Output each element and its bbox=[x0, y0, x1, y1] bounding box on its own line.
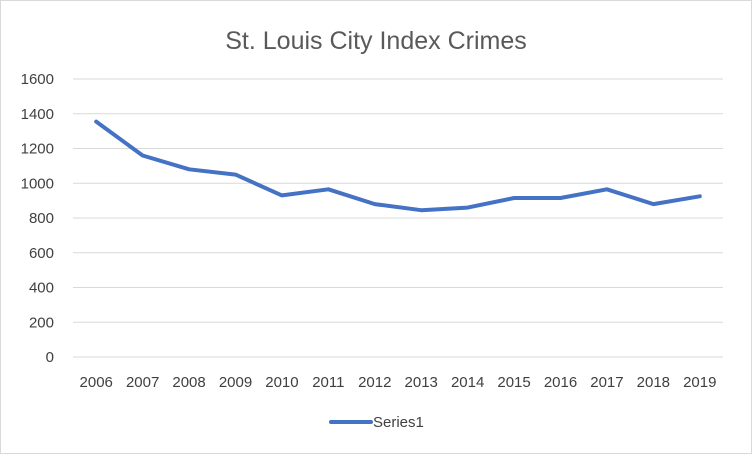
x-tick-label: 2008 bbox=[172, 374, 205, 391]
series-layer bbox=[94, 119, 702, 213]
y-tick-label: 1200 bbox=[21, 141, 54, 158]
y-axis-ticks: 0 200 400 600 800 1000 1200 1400 1600 bbox=[21, 71, 54, 366]
gridlines bbox=[73, 78, 723, 358]
y-tick-label: 1400 bbox=[21, 106, 54, 123]
legend-label-series1: Series1 bbox=[373, 414, 424, 431]
y-tick-label: 200 bbox=[29, 314, 54, 331]
y-tick-label: 0 bbox=[46, 349, 54, 366]
x-tick-label: 2017 bbox=[590, 374, 623, 391]
x-tick-label: 2014 bbox=[451, 374, 484, 391]
x-tick-label: 2007 bbox=[126, 374, 159, 391]
y-tick-label: 1000 bbox=[21, 175, 54, 192]
chart-title: St. Louis City Index Crimes bbox=[225, 27, 527, 55]
legend: Series1 bbox=[329, 414, 424, 431]
x-tick-label: 2010 bbox=[265, 374, 298, 391]
x-tick-label: 2013 bbox=[405, 374, 438, 391]
y-tick-label: 400 bbox=[29, 280, 54, 297]
x-tick-label: 2012 bbox=[358, 374, 391, 391]
x-tick-label: 2011 bbox=[312, 374, 344, 391]
x-tick-label: 2006 bbox=[80, 374, 113, 391]
x-tick-label: 2015 bbox=[497, 374, 530, 391]
y-tick-label: 600 bbox=[29, 245, 54, 262]
y-tick-label: 1600 bbox=[21, 71, 54, 88]
y-tick-label: 800 bbox=[29, 210, 54, 227]
series-line-1 bbox=[94, 119, 702, 213]
x-tick-label: 2016 bbox=[544, 374, 577, 391]
x-tick-label: 2018 bbox=[637, 374, 670, 391]
x-tick-label: 2009 bbox=[219, 374, 252, 391]
x-axis-ticks: 2006 2007 2008 2009 2010 2011 2012 2013 2014 2015… bbox=[80, 374, 717, 391]
x-tick-label: 2019 bbox=[683, 374, 716, 391]
